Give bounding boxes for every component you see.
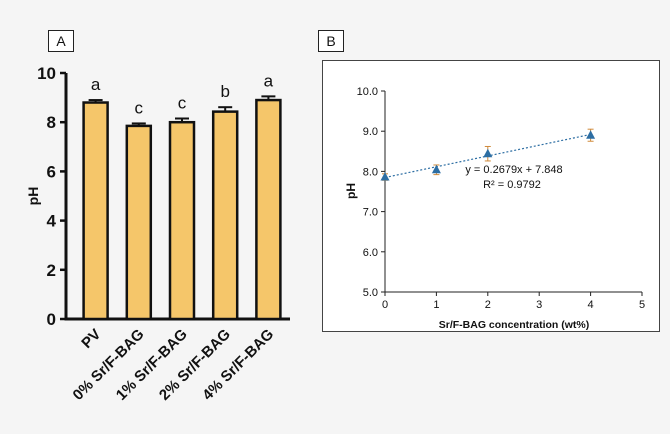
x-tick-label: 2	[485, 299, 491, 311]
x-tick-label: 3	[536, 299, 542, 311]
y-tick-label: 10.0	[357, 86, 378, 98]
r-squared-label: R² = 0.9792	[483, 179, 541, 191]
y-axis-label: pH	[25, 187, 41, 206]
y-tick-label: 8	[47, 113, 56, 132]
bar	[125, 124, 153, 321]
x-tick-label: 1	[433, 299, 439, 311]
panel-b-frame	[322, 60, 660, 332]
y-tick-label: 8.0	[363, 166, 378, 178]
bar	[82, 101, 109, 321]
x-axis-label: Sr/F-BAG concentration (wt%)	[439, 319, 590, 331]
bar	[168, 120, 196, 321]
y-tick-label: 6	[47, 162, 56, 181]
y-tick-label: 6.0	[363, 247, 378, 259]
y-tick-label: 5.0	[363, 287, 378, 299]
significance-letter: a	[264, 71, 274, 90]
bar	[255, 98, 282, 321]
x-tick-label: 5	[639, 299, 645, 311]
y-tick-label: 2	[47, 261, 56, 280]
x-tick-label: 0	[382, 299, 388, 311]
significance-letter: a	[91, 75, 101, 94]
panel-a-label: A	[48, 30, 74, 52]
y-tick-label: 4	[47, 212, 57, 231]
y-tick-label: 0	[47, 310, 56, 329]
y-axis-label: pH	[344, 183, 358, 199]
y-tick-label: 7.0	[363, 207, 378, 219]
x-tick-label: 4	[588, 299, 594, 311]
y-tick-label: 9.0	[363, 126, 378, 138]
data-point	[431, 164, 441, 174]
significance-letter: c	[135, 98, 144, 117]
trend-equation: y = 0.2679x + 7.848	[465, 164, 562, 176]
data-point	[483, 148, 493, 158]
data-point	[586, 130, 596, 139]
data-point	[380, 172, 390, 181]
bar	[211, 110, 239, 321]
y-tick-label: 10	[37, 64, 56, 83]
significance-letter: b	[220, 82, 229, 101]
panel-b-label: B	[318, 30, 344, 52]
significance-letter: c	[178, 94, 187, 113]
